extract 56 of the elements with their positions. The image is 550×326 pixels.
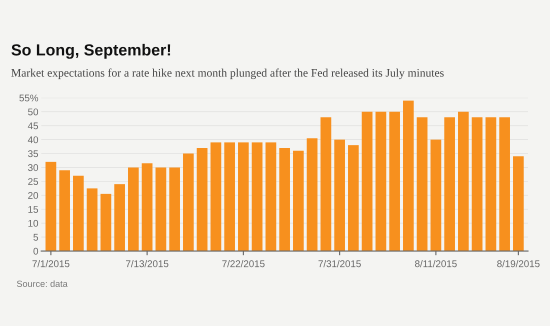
bar xyxy=(293,150,304,252)
bar xyxy=(73,176,84,252)
bar xyxy=(334,140,345,252)
bar xyxy=(114,184,125,252)
source-note: Source: data xyxy=(16,280,68,287)
x-tick-label: 7/31/2015 xyxy=(318,260,361,268)
bar xyxy=(486,117,496,252)
bar xyxy=(306,138,318,252)
y-tick-label: 35 xyxy=(28,150,38,158)
y-tick-label: 15 xyxy=(28,206,38,213)
bar xyxy=(238,142,249,252)
y-tick-label: 55% xyxy=(19,94,38,102)
bar xyxy=(362,112,372,252)
x-tick-label: 7/13/2015 xyxy=(126,260,168,268)
bar xyxy=(252,142,262,252)
chart-subtitle: Market expectations for a rate hike next month plunged after the Fed released its July minutes xyxy=(11,68,444,80)
bar xyxy=(472,117,482,252)
y-tick-label: 50 xyxy=(28,108,38,116)
bar xyxy=(458,112,469,252)
bar xyxy=(376,112,386,252)
x-tick-label: 7/1/2015 xyxy=(32,260,70,268)
bar xyxy=(389,112,400,252)
bar xyxy=(416,117,428,252)
bar xyxy=(513,156,524,252)
bar xyxy=(430,140,442,252)
y-tick-label: 0 xyxy=(33,248,38,255)
bar xyxy=(279,148,290,252)
bar xyxy=(59,170,70,252)
bar xyxy=(499,117,510,252)
bar xyxy=(210,142,222,252)
y-tick-label: 5 xyxy=(33,234,38,241)
y-tick-label: 10 xyxy=(28,220,38,227)
bar xyxy=(100,194,112,252)
y-tick-label: 30 xyxy=(28,164,38,172)
bar xyxy=(320,117,332,252)
bar xyxy=(128,167,139,252)
y-tick-label: 25 xyxy=(28,178,38,185)
bar xyxy=(156,167,166,252)
bar xyxy=(86,188,98,252)
x-tick-label: 8/11/2015 xyxy=(415,260,457,268)
bar xyxy=(348,145,359,252)
bar xyxy=(266,142,276,252)
bar xyxy=(403,100,414,252)
y-tick-label: 40 xyxy=(28,136,38,144)
bar xyxy=(224,142,235,252)
chart-title: So Long, September! xyxy=(11,44,170,59)
bar xyxy=(444,117,455,252)
y-tick-label: 20 xyxy=(28,192,38,199)
x-tick-label: 7/22/2015 xyxy=(222,260,265,268)
x-tick-label: 8/19/2015 xyxy=(497,260,540,268)
bar xyxy=(196,148,208,252)
y-tick-label: 45 xyxy=(28,122,38,130)
bar xyxy=(169,167,180,252)
bar xyxy=(142,163,152,252)
bar xyxy=(183,154,194,252)
bar xyxy=(46,162,56,252)
